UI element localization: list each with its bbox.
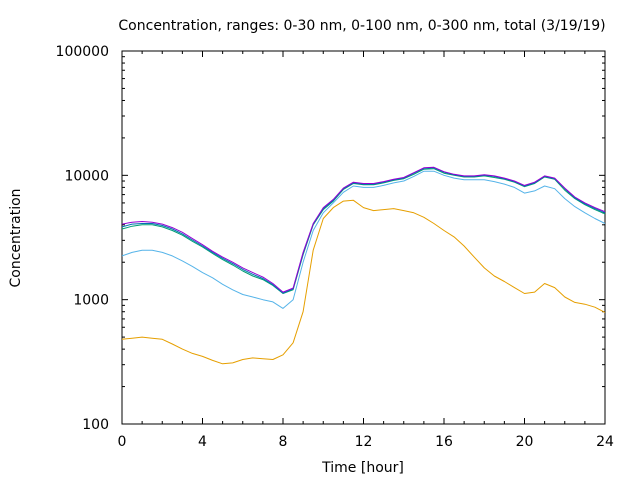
series-lines <box>121 166 606 365</box>
series-line-2 <box>121 168 606 294</box>
plot-area <box>121 50 606 425</box>
y-tick-label: 100000 <box>56 44 109 60</box>
series-line-3 <box>121 167 606 294</box>
x-tick-label: 20 <box>516 434 534 450</box>
y-tick-label: 100 <box>82 417 109 433</box>
x-tick-label: 0 <box>118 434 127 450</box>
x-axis-label: Time [hour] <box>321 460 404 476</box>
plot-border <box>121 50 606 425</box>
x-tick-label: 8 <box>279 434 288 450</box>
y-axis: 100 1000 10000 100000 <box>56 44 605 433</box>
y-tick-label: 1000 <box>73 293 109 309</box>
chart-title: Concentration, ranges: 0-30 nm, 0-100 nm… <box>118 18 605 34</box>
series-line-1 <box>121 170 606 309</box>
x-tick-label: 12 <box>355 434 373 450</box>
x-tick-label: 24 <box>596 434 614 450</box>
x-axis: 0 4 8 12 16 20 24 <box>118 51 614 450</box>
x-tick-label: 16 <box>435 434 453 450</box>
y-tick-label: 10000 <box>64 168 109 184</box>
y-axis-label: Concentration <box>8 188 24 287</box>
x-tick-label: 4 <box>198 434 207 450</box>
series-line-4 <box>121 166 606 293</box>
series-line-0 <box>121 199 606 365</box>
